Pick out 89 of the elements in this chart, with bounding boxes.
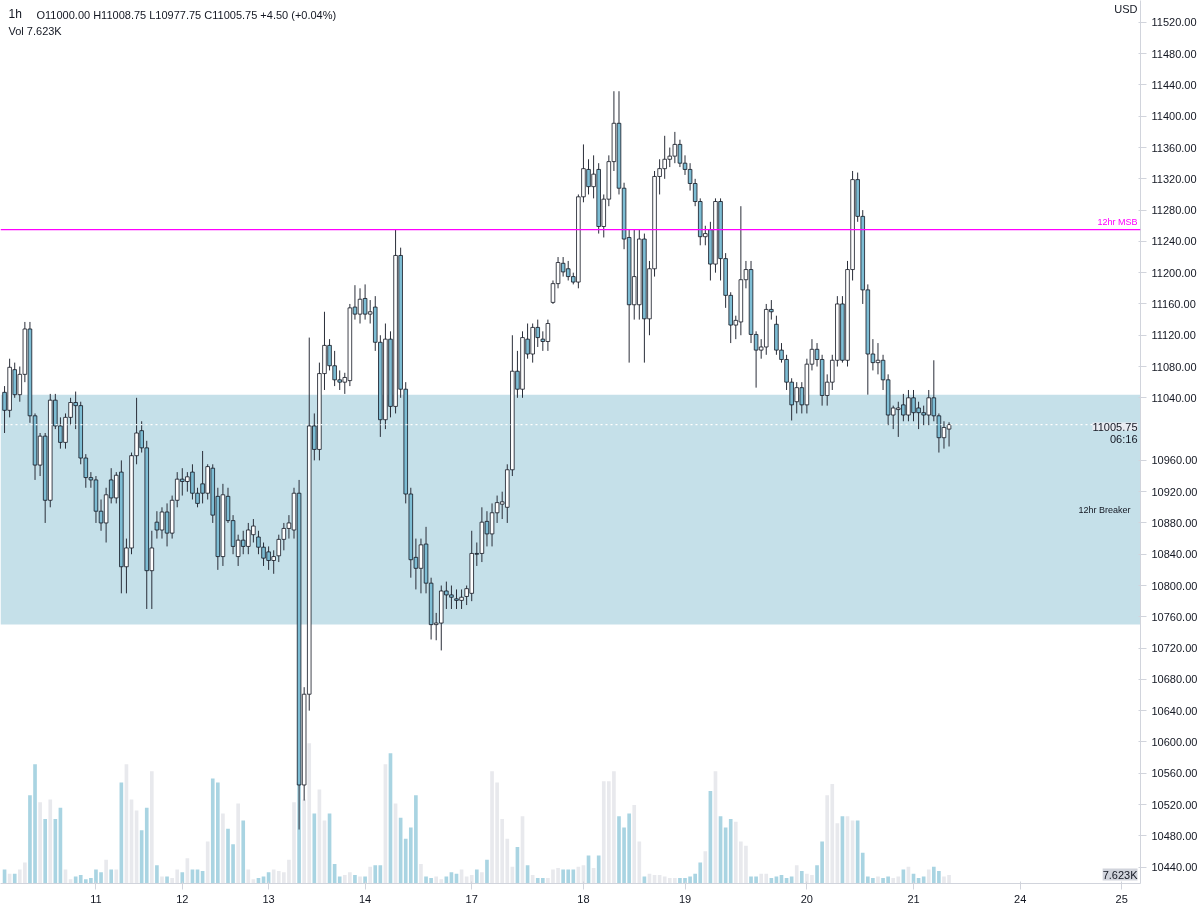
bar [144,807,149,884]
x-tick-label: 17 [465,892,478,905]
bar [759,873,764,884]
bar [221,813,225,884]
bar [337,876,342,884]
x-tick-label: 21 [907,892,920,905]
bar [160,876,164,884]
bar [180,872,185,884]
y-tick-label: 11440.00 [1151,78,1197,91]
annotation: Vol 7.623K [8,24,63,37]
bar [876,876,880,884]
bar [236,803,240,884]
y-tick-label: 11520.00 [1151,16,1197,29]
bar [12,873,17,884]
y-tick-label: 10560.00 [1151,767,1198,780]
bar [241,820,246,884]
y-tick-label: 11480.00 [1151,47,1197,60]
y-tick-label: 11400.00 [1151,110,1197,123]
bar [480,872,484,884]
x-tick-label: 19 [678,892,692,905]
y-tick-label: 10880.00 [1151,516,1198,529]
bar [109,869,114,884]
bar [48,799,53,884]
y-tick-label: 10440.00 [1151,861,1198,874]
y-tick-label: 10520.00 [1151,798,1198,811]
x-tick-label: 25 [1115,892,1128,905]
candlestick [154,510,160,540]
y-tick-label: 10720.00 [1151,642,1198,655]
y-tick-label: 11080.00 [1151,360,1197,373]
bar [363,876,367,884]
y-tick-label: 11160.00 [1151,297,1196,310]
bar [358,876,362,884]
bar [728,819,733,884]
annotation: O11000.00 H11008.75 L10977.75 C11005.75 +4.50 (+0.04%) [36,8,337,21]
bar [353,875,357,884]
bar [596,855,601,884]
x-tick-label: 18 [577,892,590,905]
ref-line-label: 11005.75 [1092,420,1138,433]
bar [485,859,489,884]
x-tick-label: 13 [262,892,275,905]
bar [434,876,439,884]
annotation: 06:16 [1109,432,1138,445]
y-tick-label: 11120.00 [1151,329,1196,342]
bar [703,851,708,884]
y-tick-label: 10760.00 [1151,610,1198,623]
y-tick-label: 10800.00 [1151,579,1198,592]
bar [794,865,799,884]
bar [165,876,169,884]
bar [891,877,896,884]
y-tick-label: 11200.00 [1151,266,1197,279]
y-tick-label: 11040.00 [1151,391,1197,404]
bar [419,863,423,884]
bar [104,859,108,884]
y-tick-label: 10640.00 [1151,704,1198,717]
band-label: 12hr Breaker [1078,504,1131,515]
bar [799,870,804,884]
bar [43,819,48,884]
y-tick-label: 11240.00 [1151,235,1197,248]
bar [114,869,119,884]
ref-line-label: 12hr MSB [1097,216,1138,227]
bar [469,875,474,884]
bar [155,865,159,884]
y-tick-label: 10480.00 [1151,829,1198,842]
bar [373,865,378,884]
y-tick-label: 10840.00 [1151,548,1198,561]
text: 1h [8,6,22,21]
bar [312,813,317,884]
x-tick-label: 12 [176,892,189,905]
x-tick-label: 24 [1014,892,1027,905]
x-tick-label: 14 [358,892,372,905]
x-tick-label: 11 [90,892,102,905]
y-tick-label: 10960.00 [1151,454,1198,467]
y-tick-label: 11360.00 [1151,141,1197,154]
bar [149,771,154,884]
annotation: 7.623K [1102,868,1139,881]
bar [205,841,210,884]
y-tick-label: 11280.00 [1151,204,1197,217]
y-tick-label: 10600.00 [1151,735,1198,748]
bar [368,866,372,884]
bar [632,805,637,884]
x-tick-label: 20 [800,892,814,905]
annotation: USD [1114,2,1138,15]
y-tick-label: 10920.00 [1151,485,1198,498]
bar [38,802,42,884]
bar [474,869,479,884]
bar [926,869,931,884]
y-tick-label: 11320.00 [1151,172,1197,185]
bar [246,869,251,884]
y-tick-label: 10680.00 [1151,673,1198,686]
